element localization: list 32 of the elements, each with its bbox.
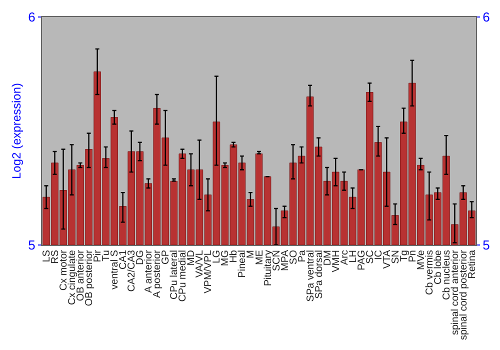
x-tick-label: M — [246, 250, 257, 258]
x-tick-label: Pa — [296, 250, 308, 262]
x-tick-label: Pn — [407, 250, 418, 262]
x-tick-label: LH — [348, 250, 359, 263]
x-tick-label: SO — [288, 250, 300, 264]
x-tick-label: spinal cord posterior — [458, 249, 470, 340]
x-tick-label: Tg — [398, 250, 410, 262]
x-tick-label: Pituitary — [262, 250, 274, 286]
x-tick-label: PAG — [356, 250, 368, 270]
x-tick-label: Retina — [467, 250, 478, 279]
x-tick-label: VTA — [382, 250, 393, 269]
x-tick-label: LS — [42, 250, 52, 262]
y2-tick-label: 6 — [482, 10, 490, 25]
x-tick-label: SPa dorsal — [314, 250, 325, 299]
x-tick-label: OB posterior — [84, 249, 96, 306]
x-tick-label: ME — [254, 250, 266, 265]
x-tick-label: DM — [322, 250, 334, 266]
x-tick-label: spinal cord anterior — [450, 249, 461, 336]
x-tick-label: MPA — [280, 250, 291, 271]
x-tick-label: A posterior — [152, 249, 164, 298]
x-tick-label: SC — [364, 250, 376, 264]
x-tick-label: MVe — [416, 250, 427, 270]
x-tick-label: IC — [373, 250, 384, 260]
x-tick-label: SCN — [271, 250, 282, 272]
x-tick-label: Arc — [339, 250, 350, 265]
x-tick-label: Cb nucleus — [441, 250, 452, 300]
y2-tick-label: 5 — [482, 238, 490, 253]
x-tick-label: Cb lobe — [432, 250, 444, 284]
x-tick-label: SN — [390, 250, 402, 264]
y-axis-title: Log2 (expression) — [9, 82, 24, 180]
x-tick-label: VMH — [330, 250, 342, 272]
x-tick-label: RS — [50, 250, 62, 264]
